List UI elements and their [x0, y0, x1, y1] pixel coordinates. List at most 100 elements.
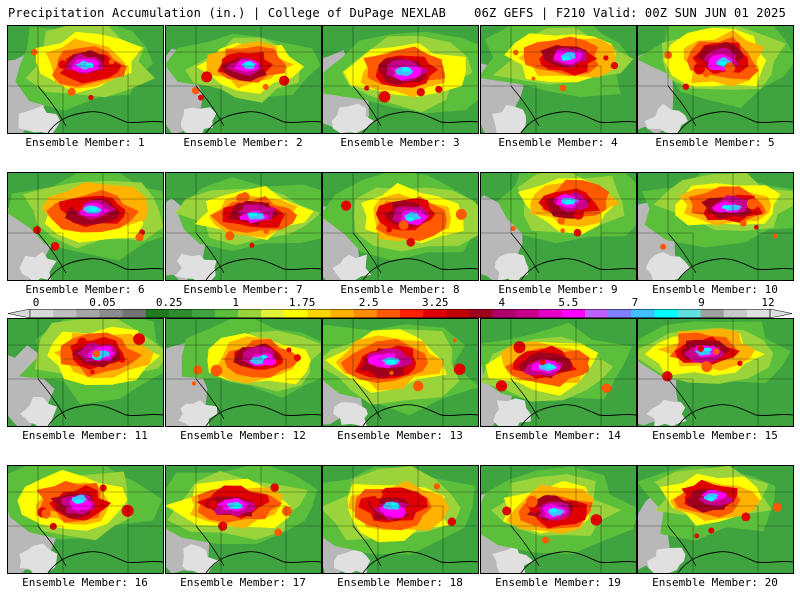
ensemble-member-label: Ensemble Member: 1 [5, 136, 165, 149]
member-number: 10 [764, 283, 778, 296]
precip-map [638, 319, 793, 426]
colorbar-tick-label: 1 [232, 296, 239, 309]
colorbar-tick-label: 4 [498, 296, 506, 309]
member-number: 15 [764, 429, 778, 442]
colorbar-tick-label: 1.75 [288, 296, 316, 309]
precip-map [8, 173, 163, 280]
colorbar-swatch [400, 309, 424, 318]
colorbar-swatch [30, 309, 54, 318]
member-number: 4 [610, 136, 618, 149]
ensemble-map-panel [7, 318, 164, 427]
precip-map [481, 26, 636, 133]
colorbar-swatch [423, 309, 447, 318]
member-label-prefix: Ensemble Member: [652, 283, 765, 296]
member-number: 5 [767, 136, 775, 149]
ensemble-map-panel [637, 172, 794, 281]
ensemble-member-label: Ensemble Member: 11 [5, 429, 165, 442]
map-title: Precipitation Accumulation (in.) | Colle… [8, 6, 447, 20]
member-number: 18 [449, 576, 463, 589]
member-label-prefix: Ensemble Member: [180, 429, 293, 442]
colorbar-swatch [677, 309, 701, 318]
member-number: 11 [134, 429, 148, 442]
ensemble-member-label: Ensemble Member: 12 [163, 429, 323, 442]
colorbar-swatch [261, 309, 285, 318]
colorbar-swatch [608, 309, 632, 318]
member-number: 12 [292, 429, 306, 442]
colorbar-swatch [145, 309, 170, 318]
colorbar-swatch [330, 309, 355, 318]
colorbar-swatch [215, 309, 239, 318]
ensemble-member-label: Ensemble Member: 8 [320, 283, 480, 296]
ensemble-member-label: Ensemble Member: 9 [478, 283, 638, 296]
member-label-prefix: Ensemble Member: [25, 136, 138, 149]
ensemble-map-panel [480, 318, 637, 427]
colorbar-swatch [631, 309, 655, 318]
ensemble-map-panel [480, 172, 637, 281]
member-label-prefix: Ensemble Member: [655, 136, 768, 149]
ensemble-member-label: Ensemble Member: 15 [635, 429, 795, 442]
member-label-prefix: Ensemble Member: [495, 429, 608, 442]
member-label-prefix: Ensemble Member: [652, 429, 765, 442]
colorbar-swatch [284, 309, 308, 318]
colorbar-tick-label: 7 [631, 296, 639, 309]
member-number: 19 [607, 576, 621, 589]
colorbar-tick-label: 3.25 [422, 296, 449, 309]
precip-map [481, 173, 636, 280]
member-number: 7 [295, 283, 303, 296]
colorbar-swatch [353, 309, 378, 318]
precip-map [8, 319, 163, 426]
precip-map [166, 466, 321, 573]
ensemble-member-label: Ensemble Member: 7 [163, 283, 323, 296]
member-label-prefix: Ensemble Member: [340, 136, 453, 149]
ensemble-map-panel [165, 465, 322, 574]
member-label-prefix: Ensemble Member: [495, 576, 608, 589]
member-number: 3 [452, 136, 460, 149]
member-label-prefix: Ensemble Member: [183, 136, 296, 149]
precip-map [638, 466, 793, 573]
member-label-prefix: Ensemble Member: [337, 576, 450, 589]
colorbar-tick-label: 2.5 [358, 296, 379, 309]
colorbar-swatch [238, 309, 262, 318]
ensemble-member-label: Ensemble Member: 4 [478, 136, 638, 149]
member-number: 13 [449, 429, 463, 442]
colorbar-swatch [191, 309, 216, 318]
model-run-info: 06Z GEFS | F210 Valid: 00Z SUN JUN 01 20… [474, 6, 786, 20]
colorbar-swatch [654, 309, 678, 318]
colorbar-tick-label: 5.5 [558, 296, 579, 309]
ensemble-map-panel [637, 318, 794, 427]
ensemble-map-panel [7, 25, 164, 134]
ensemble-map-panel [7, 465, 164, 574]
member-number: 1 [137, 136, 145, 149]
colorbar-swatch [723, 309, 748, 318]
colorbar-swatch [446, 309, 470, 318]
member-label-prefix: Ensemble Member: [22, 576, 135, 589]
ensemble-map-panel [637, 465, 794, 574]
precip-map [323, 173, 478, 280]
ensemble-map-panel [322, 465, 479, 574]
colorbar-swatch [538, 309, 563, 318]
ensemble-member-label: Ensemble Member: 5 [635, 136, 795, 149]
colorbar-tick-label: 9 [698, 296, 705, 309]
member-number: 8 [452, 283, 460, 296]
member-label-prefix: Ensemble Member: [25, 283, 138, 296]
colorbar-swatch [492, 309, 516, 318]
ensemble-map-panel [322, 172, 479, 281]
member-number: 17 [292, 576, 306, 589]
ensemble-map-panel [165, 25, 322, 134]
ensemble-map-panel [7, 172, 164, 281]
colorbar-swatch [99, 309, 123, 318]
precip-map [166, 173, 321, 280]
colorbar-swatch [561, 309, 586, 318]
member-number: 16 [134, 576, 148, 589]
ensemble-member-label: Ensemble Member: 20 [635, 576, 795, 589]
colorbar-strip [8, 309, 792, 318]
colorbar-swatch [515, 309, 540, 318]
ensemble-map-panel [480, 25, 637, 134]
precip-map [638, 26, 793, 133]
colorbar-tick-label: 0 [32, 296, 40, 309]
ensemble-member-label: Ensemble Member: 16 [5, 576, 165, 589]
colorbar-swatch [122, 309, 146, 318]
colorbar-swatch [469, 309, 493, 318]
colorbar-left-arrow [8, 309, 31, 318]
ensemble-map-panel [165, 318, 322, 427]
